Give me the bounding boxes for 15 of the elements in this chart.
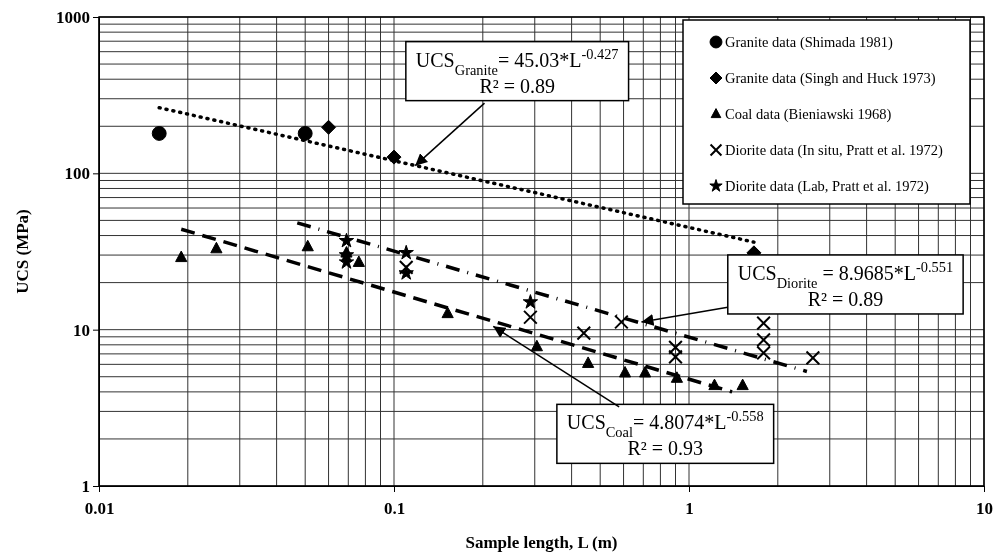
- x-tick-label: 1: [685, 498, 694, 518]
- x-tick-label: 0.01: [84, 498, 115, 518]
- legend-label: Diorite data (Lab, Pratt et al. 1972): [725, 178, 929, 195]
- y-tick-label: 1: [81, 476, 90, 496]
- y-axis-title: UCS (MPa): [13, 209, 32, 294]
- x-axis-title: Sample length, L (m): [465, 533, 618, 552]
- legend-label: Diorite data (In situ, Pratt et al. 1972): [725, 142, 944, 159]
- y-tick-label: 100: [64, 164, 90, 184]
- legend-label: Granite data (Shimada 1981): [725, 34, 894, 51]
- y-tick-label: 10: [73, 320, 90, 340]
- y-tick-label: 1000: [56, 7, 90, 27]
- legend-label: Granite data (Singh and Huck 1973): [725, 70, 936, 87]
- x-tick-label: 0.1: [383, 498, 406, 518]
- legend-label: Coal data (Bieniawski 1968): [725, 106, 892, 123]
- x-tick-label: 10: [976, 498, 993, 518]
